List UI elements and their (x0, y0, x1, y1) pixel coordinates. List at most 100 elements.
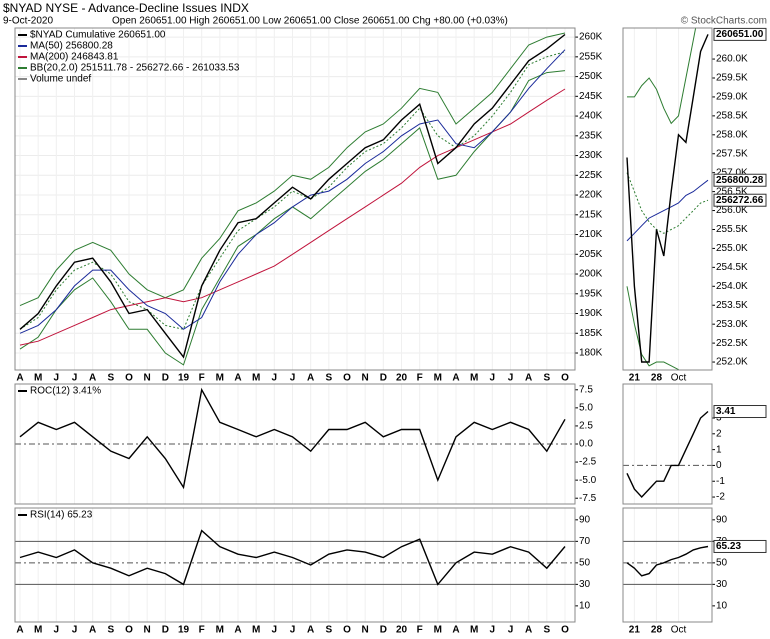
value-marker (713, 173, 767, 187)
y-tick-label: 30 (579, 579, 591, 590)
x-tick-label: J (490, 625, 496, 636)
x-tick-label: J (290, 625, 296, 636)
y-tick-label: 252.5K (716, 338, 748, 349)
x-tick-label: O (343, 373, 351, 384)
series-line (19, 49, 566, 334)
x-tick-label: J (54, 625, 60, 636)
x-tick-label: A (307, 373, 314, 384)
y-tick-label: 90 (579, 514, 591, 525)
x-tick-label: A (89, 373, 96, 384)
bollinger-upper (627, 28, 697, 125)
plot-area (15, 508, 575, 622)
y-tick-label: 250K (579, 71, 603, 82)
x-tick-label: A (452, 625, 459, 636)
y-tick-label: 256.5K (716, 186, 748, 197)
x-tick-label: D (380, 625, 387, 636)
y-tick-label: 220K (579, 190, 603, 201)
x-tick-label: M (252, 373, 260, 384)
x-tick-label: O (125, 373, 133, 384)
y-tick-label: 5.0 (579, 402, 593, 413)
x-tick-label: J (490, 373, 496, 384)
series-line (626, 179, 709, 242)
y-tick-label: 240K (579, 111, 603, 122)
legend-entry: $NYAD Cumulative 260651.00 (30, 30, 166, 41)
value-marker-label: 65.23 (716, 541, 741, 552)
x-tick-label: A (452, 373, 459, 384)
x-tick-label: 20 (396, 625, 408, 636)
x-tick-label: S (543, 373, 550, 384)
x-tick-label: J (72, 625, 78, 636)
x-tick-label: A (16, 373, 23, 384)
x-tick-label: S (325, 625, 332, 636)
x-tick-label: N (144, 373, 151, 384)
value-marker (713, 405, 767, 419)
bollinger-middle (626, 172, 709, 234)
legend-entry: MA(50) 256800.28 (30, 41, 113, 52)
x-tick-label: 20 (396, 373, 408, 384)
x-tick-label: M (34, 373, 42, 384)
x-tick-label: A (307, 625, 314, 636)
x-tick-label: S (543, 625, 550, 636)
x-tick-label: N (144, 625, 151, 636)
x-tick-label: O (561, 625, 569, 636)
x-tick-label: A (89, 625, 96, 636)
x-tick-label: O (343, 625, 351, 636)
x-tick-label: S (325, 373, 332, 384)
x-tick-label: M (216, 625, 224, 636)
panel-frame (14, 507, 576, 623)
panel-frame (622, 27, 713, 371)
x-tick-label: M (34, 625, 42, 636)
plot-area (623, 508, 712, 622)
y-tick-label: -7.5 (579, 493, 597, 504)
y-tick-label: 7.5 (579, 384, 593, 395)
legend-entry: RSI(14) 65.23 (30, 510, 93, 521)
y-tick-label: 3 (716, 413, 722, 424)
y-tick-label: 0.0 (579, 439, 593, 450)
x-tick-label: A (234, 625, 241, 636)
y-tick-label: 90 (716, 514, 728, 525)
y-tick-label: 252.0K (716, 357, 748, 368)
series-line (626, 410, 709, 499)
quote: Open 260651.00 High 260651.00 Low 260651… (112, 16, 508, 27)
plot-area (626, 28, 709, 370)
x-tick-label: O (125, 625, 133, 636)
y-tick-label: 253.5K (716, 300, 748, 311)
x-tick-label: N (362, 373, 369, 384)
date: 9-Oct-2020 (3, 16, 53, 27)
y-tick-label: 257.0K (716, 167, 748, 178)
y-tick-label: 253.0K (716, 319, 748, 330)
value-marker-label: 256800.28 (716, 175, 764, 186)
value-marker (713, 27, 767, 41)
y-tick-label: 225K (579, 170, 603, 181)
y-tick-label: 235K (579, 130, 603, 141)
x-tick-label: J (72, 373, 78, 384)
x-tick-label: M (434, 625, 442, 636)
panel-frame (14, 383, 576, 505)
x-tick-label: D (162, 625, 169, 636)
panel-frame (622, 507, 713, 623)
value-marker (713, 539, 767, 553)
x-tick-label: 28 (651, 373, 663, 384)
y-tick-label: 190K (579, 308, 603, 319)
x-tick-label: M (434, 373, 442, 384)
x-tick-label: Oct (671, 373, 687, 384)
x-tick-label: F (199, 373, 205, 384)
series-line (19, 88, 566, 346)
x-tick-label: J (272, 625, 278, 636)
x-tick-label: M (252, 625, 260, 636)
y-tick-label: 257.5K (716, 148, 748, 159)
x-tick-label: F (417, 373, 423, 384)
legend-entry: BB(20,2.0) 251511.78 - 256272.66 - 26103… (30, 63, 240, 74)
value-marker (713, 193, 767, 207)
y-tick-label: 245K (579, 91, 603, 102)
y-tick-label: 50 (716, 557, 728, 568)
x-tick-label: J (508, 625, 514, 636)
y-tick-label: 254.5K (716, 262, 748, 273)
x-tick-label: A (234, 373, 241, 384)
y-tick-label: 259.0K (716, 92, 748, 103)
plot-area (15, 384, 575, 504)
y-tick-label: 200K (579, 269, 603, 280)
y-tick-label: -2 (716, 492, 725, 503)
y-tick-label: 230K (579, 150, 603, 161)
